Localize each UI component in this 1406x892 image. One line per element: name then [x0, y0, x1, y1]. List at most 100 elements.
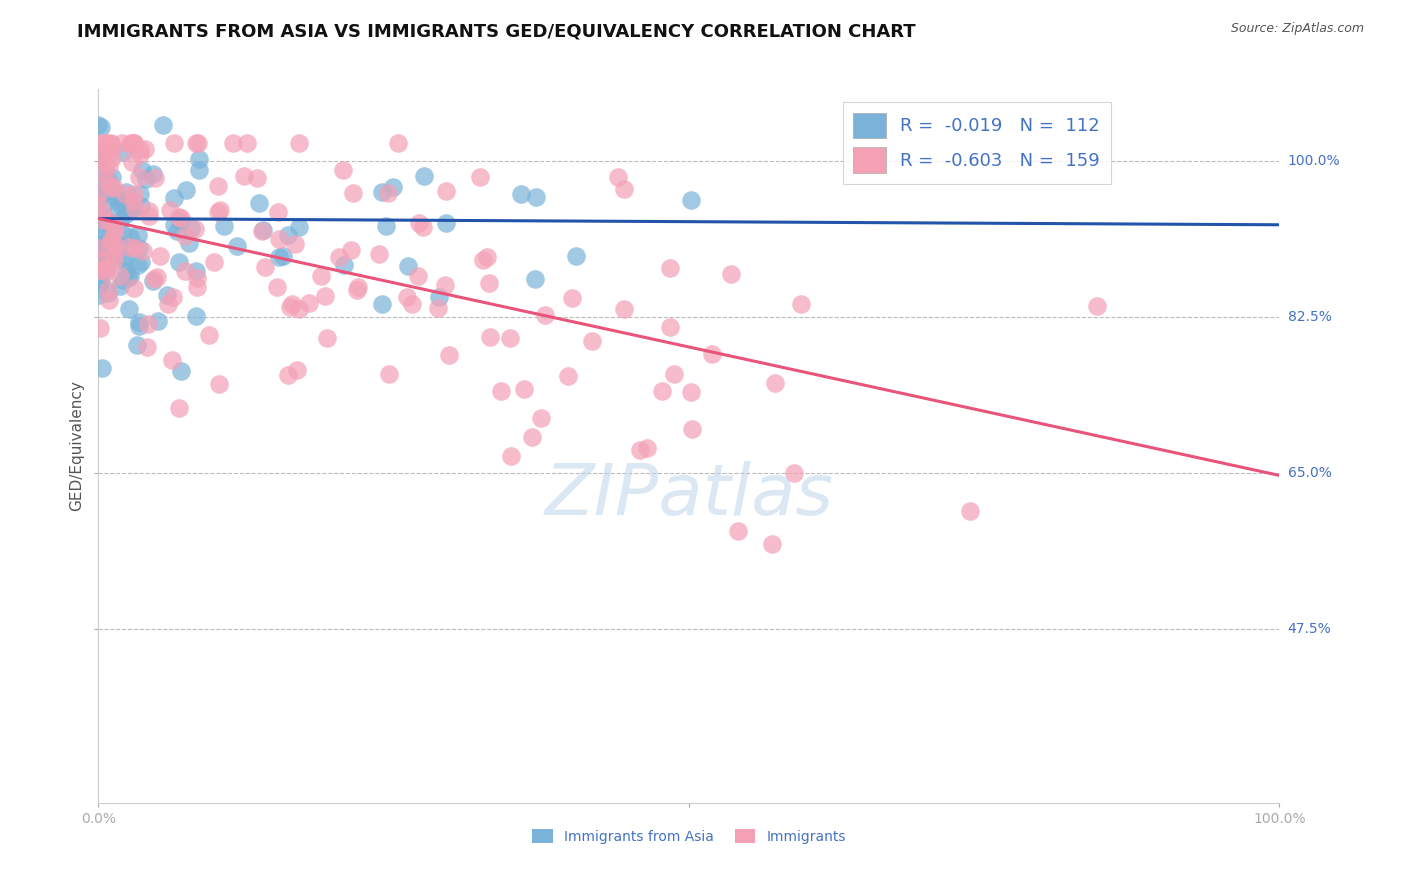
Point [664, 367, 686, 381]
Point [97, 175, 120, 189]
Text: ZIPatlas: ZIPatlas [544, 461, 834, 531]
Point [475, 250, 498, 264]
Point [156, 297, 179, 311]
Point [93, 245, 115, 260]
Point [120, 202, 142, 216]
Point [100, 136, 122, 151]
Point [184, 136, 207, 150]
Point [184, 222, 207, 236]
Point [561, 292, 583, 306]
Point [131, 254, 153, 268]
Point [97, 172, 120, 186]
Point [108, 236, 131, 251]
Point [94, 236, 117, 251]
Point [142, 274, 165, 288]
Point [142, 272, 165, 286]
Point [128, 169, 150, 184]
Point [96, 265, 118, 279]
Point [513, 382, 536, 396]
Point [149, 249, 172, 263]
Point [100, 136, 122, 150]
Text: 82.5%: 82.5% [1288, 310, 1331, 324]
Point [659, 320, 682, 334]
Point [377, 186, 399, 200]
Point [100, 233, 122, 247]
Point [371, 297, 394, 311]
Point [266, 280, 288, 294]
Point [169, 255, 191, 269]
Point [186, 309, 208, 323]
Point [186, 271, 208, 285]
Point [328, 250, 350, 264]
Point [118, 301, 141, 316]
Point [534, 308, 557, 322]
Point [129, 142, 152, 156]
Point [131, 163, 153, 178]
Point [89, 277, 111, 291]
Point [169, 211, 191, 226]
Point [114, 250, 136, 264]
Point [89, 150, 111, 164]
Point [346, 280, 368, 294]
Point [87, 203, 110, 218]
Point [371, 185, 394, 199]
Point [114, 187, 136, 202]
Point [247, 196, 270, 211]
Point [437, 348, 460, 362]
Text: 47.5%: 47.5% [1288, 622, 1331, 636]
Point [252, 224, 274, 238]
Point [97, 214, 120, 228]
Point [121, 155, 143, 169]
Point [278, 300, 301, 314]
Point [121, 202, 143, 216]
Point [128, 318, 150, 333]
Point [160, 352, 183, 367]
Point [401, 297, 423, 311]
Point [87, 288, 110, 302]
Point [96, 261, 118, 276]
Point [136, 317, 159, 331]
Point [252, 223, 274, 237]
Point [311, 269, 333, 284]
Point [112, 254, 135, 268]
Point [112, 196, 135, 211]
Point [96, 216, 118, 230]
Point [87, 248, 110, 262]
Legend: Immigrants from Asia, Immigrants: Immigrants from Asia, Immigrants [526, 823, 852, 849]
Point [110, 268, 132, 283]
Point [124, 241, 146, 255]
Point [115, 207, 138, 221]
Point [267, 232, 290, 246]
Point [103, 252, 125, 267]
Point [314, 289, 336, 303]
Point [127, 227, 149, 242]
Point [232, 169, 254, 183]
Text: 100.0%: 100.0% [1288, 153, 1340, 168]
Point [1085, 299, 1108, 313]
Point [651, 384, 673, 398]
Point [127, 338, 149, 352]
Point [100, 180, 122, 194]
Point [434, 216, 457, 230]
Point [959, 504, 981, 518]
Point [530, 411, 553, 425]
Point [434, 184, 457, 198]
Point [789, 297, 811, 311]
Point [333, 258, 356, 272]
Point [413, 169, 436, 183]
Point [565, 249, 588, 263]
Point [89, 248, 111, 262]
Point [104, 239, 127, 253]
Point [89, 156, 111, 170]
Point [280, 297, 302, 311]
Point [636, 441, 658, 455]
Point [208, 376, 231, 391]
Point [91, 223, 114, 237]
Point [186, 279, 208, 293]
Point [180, 220, 202, 235]
Point [681, 193, 703, 207]
Point [163, 191, 186, 205]
Text: Source: ZipAtlas.com: Source: ZipAtlas.com [1230, 22, 1364, 36]
Point [89, 142, 111, 156]
Point [87, 238, 110, 252]
